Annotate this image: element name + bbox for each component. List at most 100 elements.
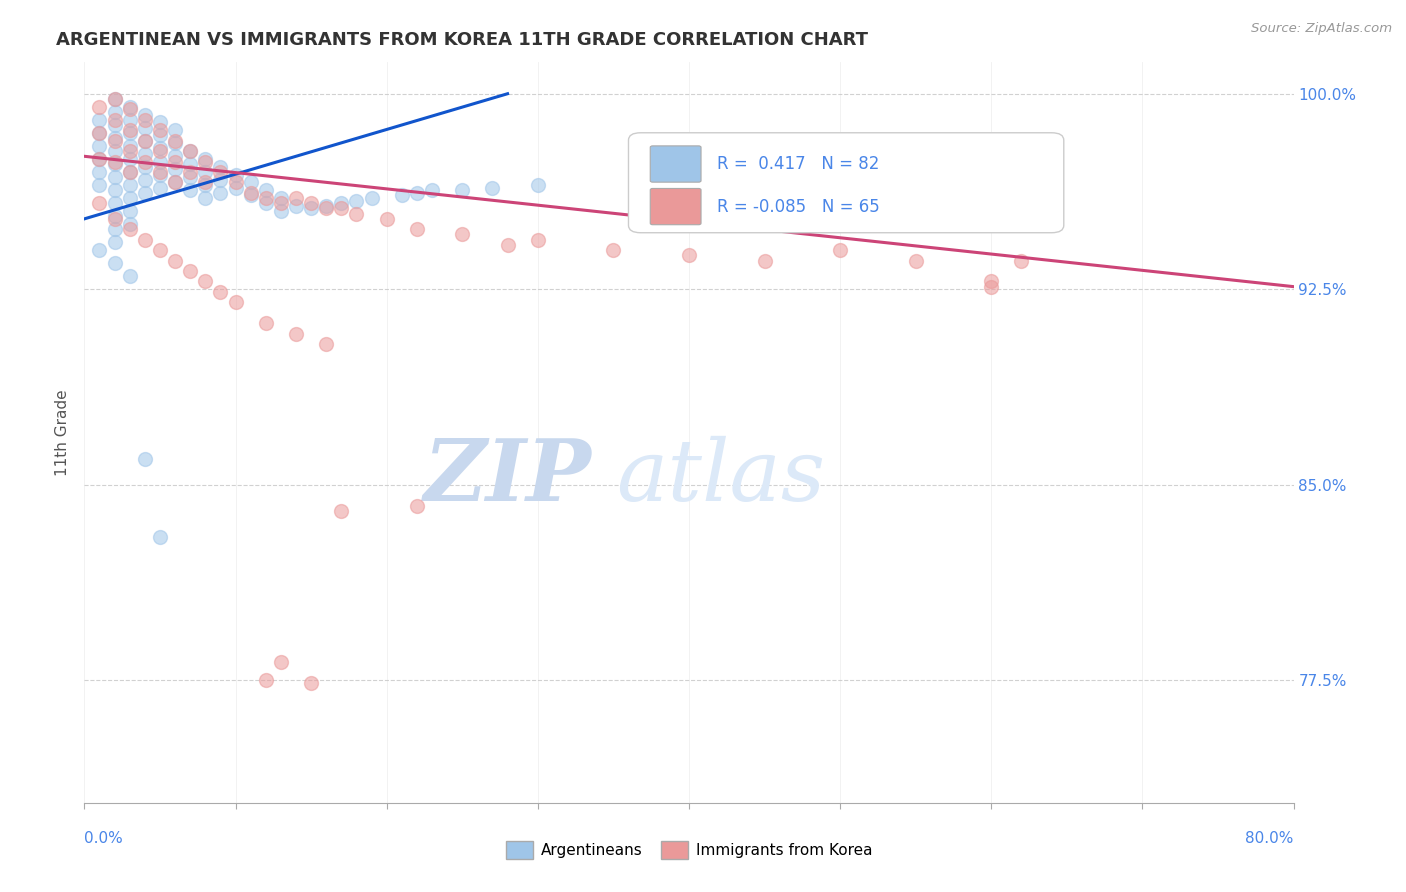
Point bbox=[165, 136, 187, 151]
Point bbox=[165, 253, 187, 268]
Point bbox=[149, 243, 172, 257]
Point bbox=[104, 235, 127, 250]
Point bbox=[134, 120, 156, 135]
Point bbox=[149, 115, 172, 129]
Point bbox=[285, 326, 308, 341]
Point bbox=[299, 196, 322, 211]
Point bbox=[527, 233, 550, 247]
Point bbox=[285, 199, 308, 213]
Point bbox=[134, 107, 156, 121]
Point bbox=[118, 152, 141, 166]
Point bbox=[225, 168, 247, 182]
Point bbox=[118, 222, 141, 236]
Point bbox=[149, 128, 172, 143]
Point bbox=[270, 191, 292, 205]
Point bbox=[285, 191, 308, 205]
Point bbox=[980, 279, 1002, 293]
Point bbox=[149, 144, 172, 158]
Point bbox=[149, 180, 172, 194]
Point bbox=[254, 673, 277, 688]
Point bbox=[149, 168, 172, 182]
Point bbox=[165, 149, 187, 163]
Point bbox=[118, 112, 141, 127]
Point bbox=[89, 152, 111, 166]
Point bbox=[118, 103, 141, 117]
Point bbox=[299, 202, 322, 216]
Point bbox=[118, 178, 141, 192]
Point bbox=[104, 222, 127, 236]
Point bbox=[89, 126, 111, 140]
Point bbox=[375, 211, 398, 226]
Point bbox=[89, 152, 111, 166]
Point bbox=[239, 188, 262, 202]
Point bbox=[104, 112, 127, 127]
Point bbox=[104, 144, 127, 158]
Point bbox=[330, 504, 353, 518]
Point bbox=[194, 178, 217, 192]
Point bbox=[602, 243, 624, 257]
Point bbox=[420, 183, 443, 197]
Point bbox=[89, 165, 111, 179]
Point bbox=[179, 144, 201, 158]
Y-axis label: 11th Grade: 11th Grade bbox=[55, 389, 70, 476]
Legend: Argentineans, Immigrants from Korea: Argentineans, Immigrants from Korea bbox=[499, 835, 879, 865]
Point bbox=[315, 337, 337, 351]
Text: 80.0%: 80.0% bbox=[1246, 830, 1294, 846]
Point bbox=[194, 191, 217, 205]
Point bbox=[346, 207, 368, 221]
Point bbox=[134, 233, 156, 247]
Point bbox=[527, 178, 550, 192]
Point bbox=[89, 112, 111, 127]
Point bbox=[118, 204, 141, 219]
Point bbox=[239, 186, 262, 200]
Point bbox=[209, 285, 232, 299]
Point bbox=[134, 134, 156, 148]
Point bbox=[89, 100, 111, 114]
Point bbox=[225, 295, 247, 310]
FancyBboxPatch shape bbox=[628, 133, 1064, 233]
Point bbox=[315, 199, 337, 213]
Point bbox=[270, 655, 292, 669]
Point bbox=[118, 123, 141, 137]
Text: atlas: atlas bbox=[616, 435, 825, 518]
Point bbox=[194, 152, 217, 166]
Point bbox=[118, 165, 141, 179]
Point bbox=[165, 162, 187, 177]
Point bbox=[104, 196, 127, 211]
Point bbox=[179, 170, 201, 185]
Point bbox=[149, 154, 172, 169]
Point bbox=[118, 126, 141, 140]
Point bbox=[330, 202, 353, 216]
Point bbox=[104, 157, 127, 171]
Point bbox=[678, 248, 700, 262]
Point bbox=[165, 175, 187, 189]
Point bbox=[270, 196, 292, 211]
Point bbox=[134, 173, 156, 187]
Point bbox=[209, 165, 232, 179]
Point bbox=[1011, 253, 1033, 268]
Point bbox=[270, 204, 292, 219]
Point bbox=[104, 170, 127, 185]
Point bbox=[89, 196, 111, 211]
Point bbox=[149, 141, 172, 155]
Text: 0.0%: 0.0% bbox=[84, 830, 124, 846]
Point bbox=[254, 183, 277, 197]
Point bbox=[830, 243, 852, 257]
Point bbox=[104, 256, 127, 270]
Point bbox=[104, 183, 127, 197]
Point bbox=[980, 274, 1002, 288]
Point bbox=[104, 131, 127, 145]
FancyBboxPatch shape bbox=[650, 146, 702, 182]
Text: R = -0.085   N = 65: R = -0.085 N = 65 bbox=[717, 198, 880, 216]
Point bbox=[194, 274, 217, 288]
Point bbox=[194, 175, 217, 189]
Point bbox=[406, 222, 429, 236]
Text: ARGENTINEAN VS IMMIGRANTS FROM KOREA 11TH GRADE CORRELATION CHART: ARGENTINEAN VS IMMIGRANTS FROM KOREA 11T… bbox=[56, 31, 869, 49]
Point bbox=[330, 196, 353, 211]
Point bbox=[225, 175, 247, 189]
Point bbox=[89, 126, 111, 140]
FancyBboxPatch shape bbox=[650, 188, 702, 225]
Point bbox=[179, 183, 201, 197]
Point bbox=[134, 154, 156, 169]
Point bbox=[118, 217, 141, 231]
